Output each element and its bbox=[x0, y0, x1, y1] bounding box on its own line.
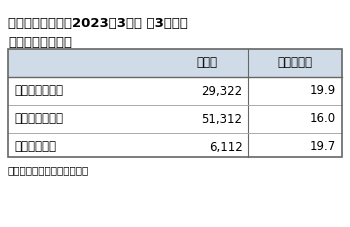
Text: 単位は百万円。増減率は％。: 単位は百万円。増減率は％。 bbox=[8, 165, 89, 175]
Text: （増減率）: （増減率） bbox=[278, 57, 313, 69]
Text: 16.0: 16.0 bbox=[310, 113, 336, 126]
Text: 29,322: 29,322 bbox=[201, 84, 243, 98]
Text: 51,312: 51,312 bbox=[202, 113, 243, 126]
Text: 19.7: 19.7 bbox=[310, 141, 336, 153]
Text: 売上高: 売上高 bbox=[196, 57, 217, 69]
Text: ライフスタイル: ライフスタイル bbox=[14, 113, 63, 126]
Bar bbox=[8, 49, 342, 77]
Bar bbox=[8, 49, 342, 157]
Text: 19.9: 19.9 bbox=[310, 84, 336, 98]
Text: ゴールドウイン、2023年3月期 第3四半期: ゴールドウイン、2023年3月期 第3四半期 bbox=[8, 17, 188, 30]
Text: パフォーマンス: パフォーマンス bbox=[14, 84, 63, 98]
Text: ファッション: ファッション bbox=[14, 141, 56, 153]
Text: 6,112: 6,112 bbox=[209, 141, 243, 153]
Text: 事業区分別売上高: 事業区分別売上高 bbox=[8, 36, 72, 49]
